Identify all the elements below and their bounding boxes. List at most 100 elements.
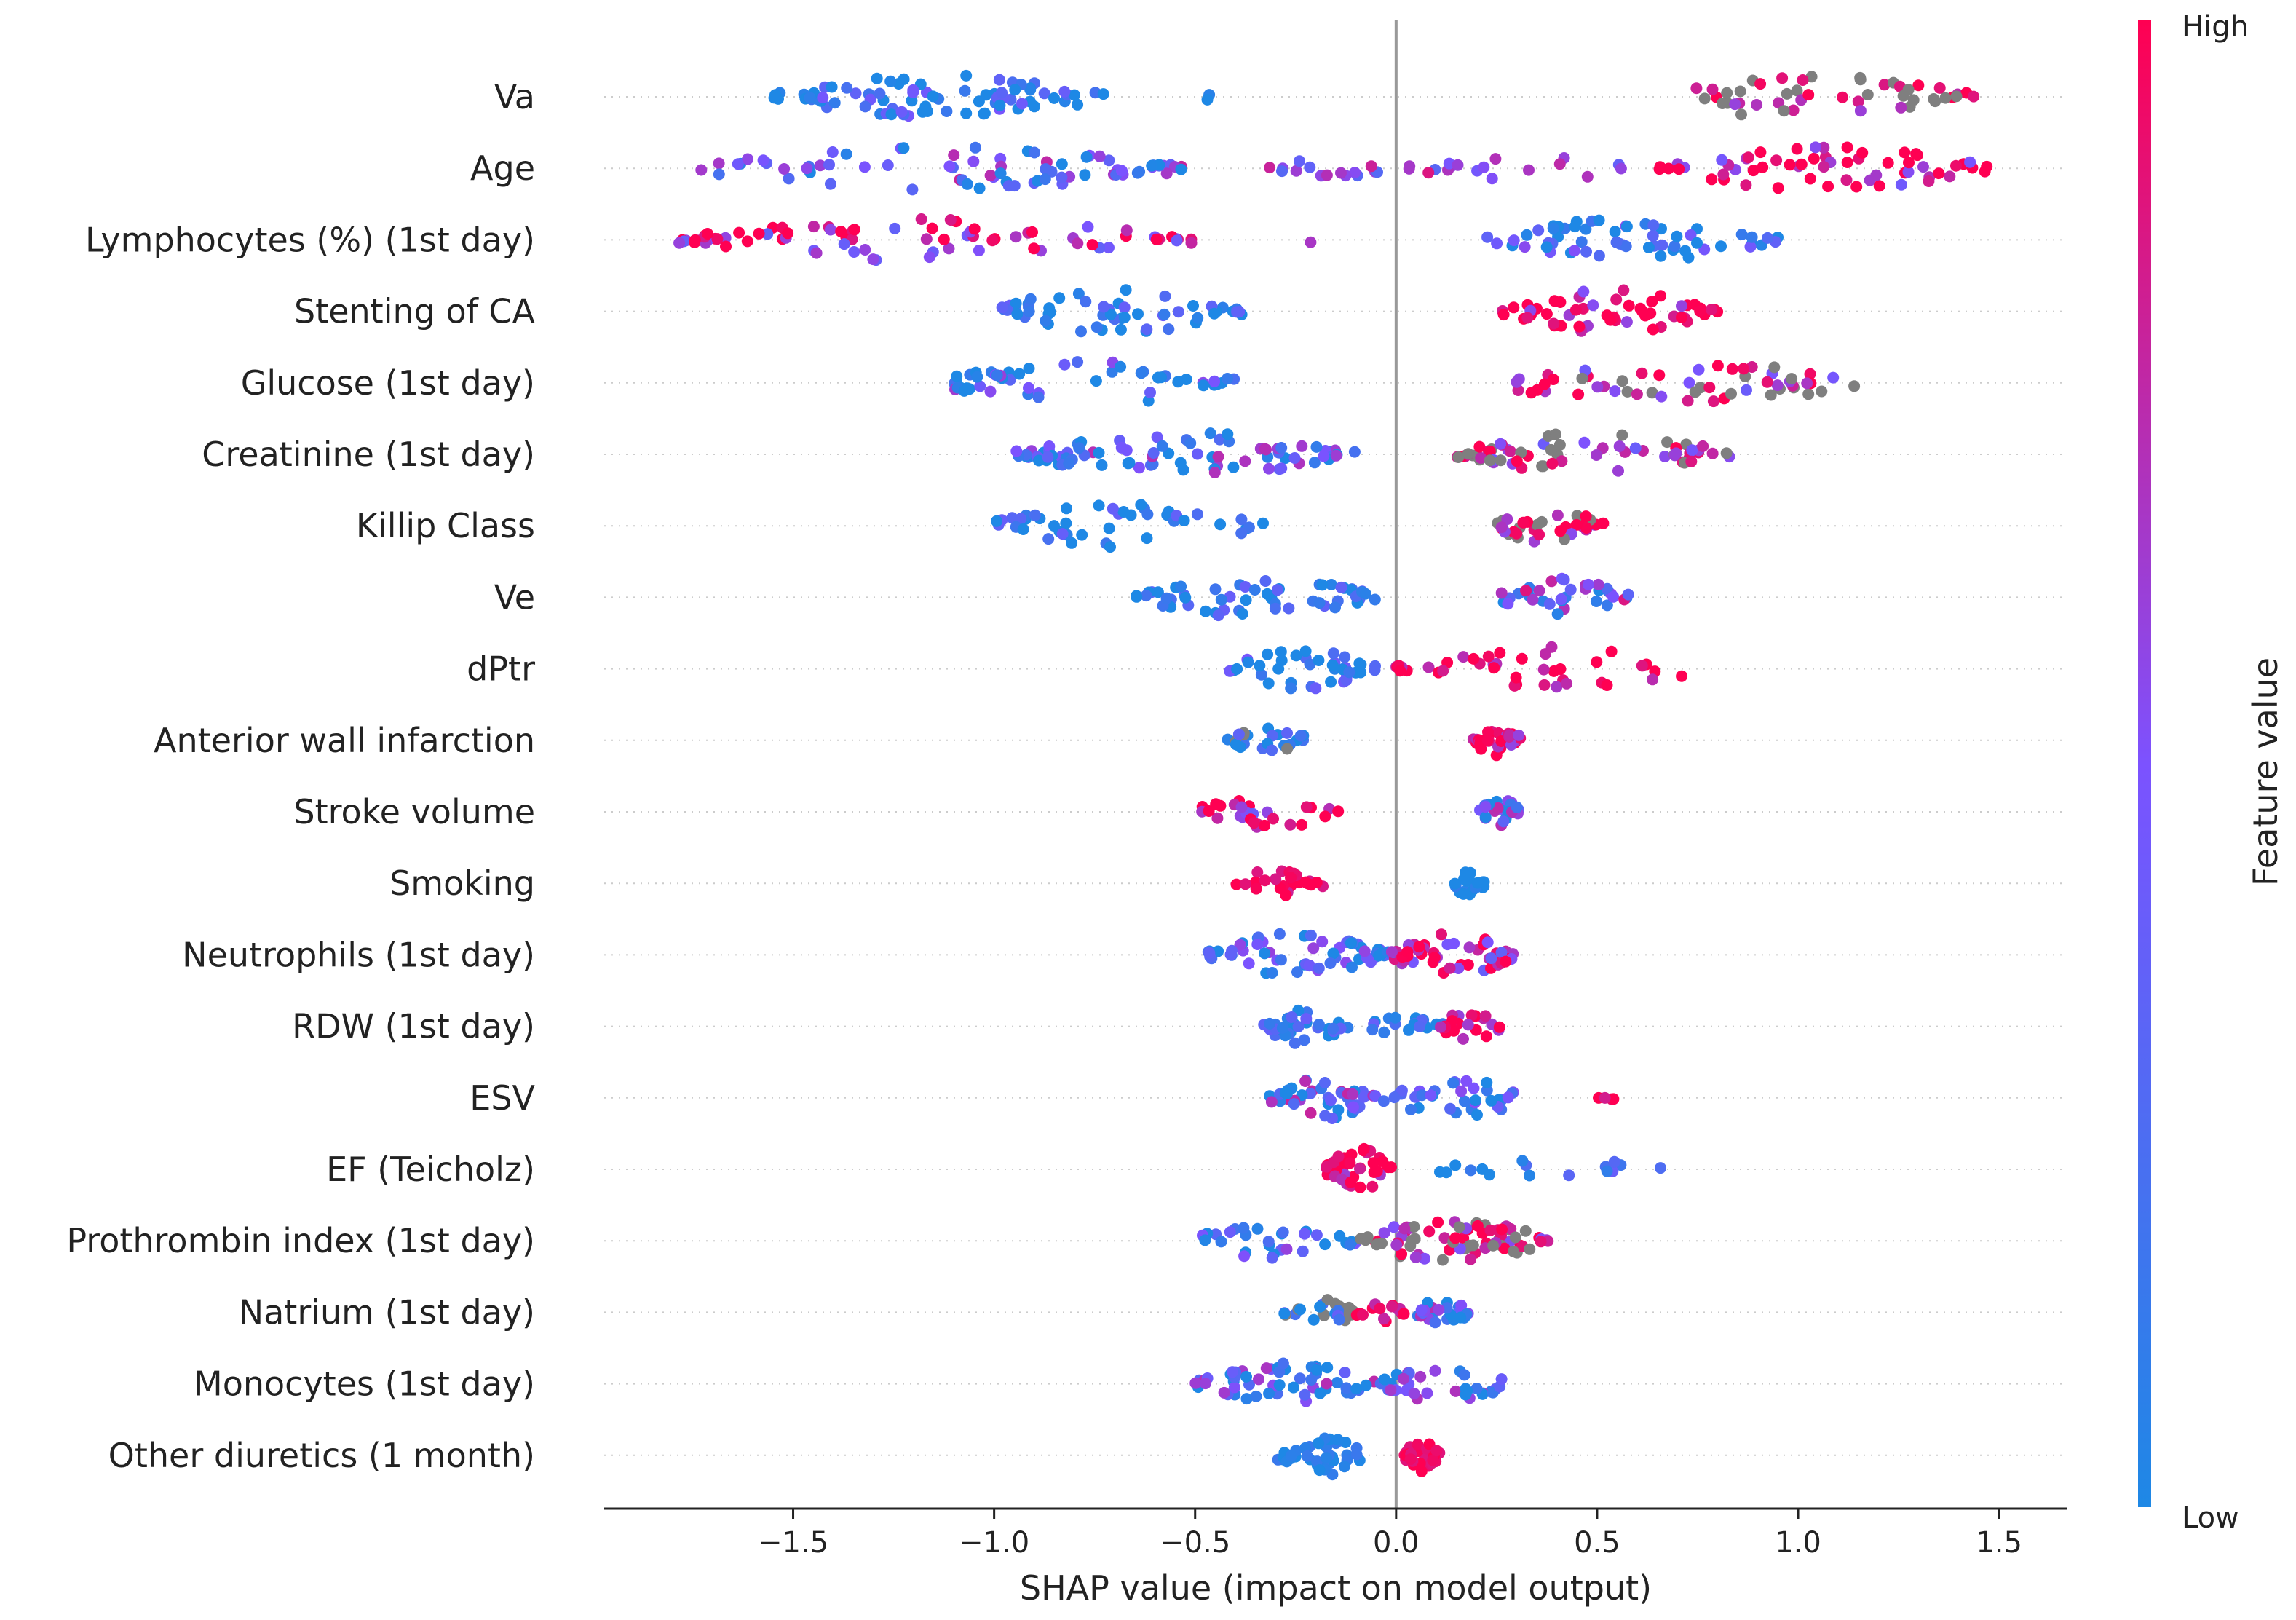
- shap-point: [1487, 1239, 1500, 1252]
- shap-point: [1313, 597, 1326, 609]
- shap-point: [1513, 729, 1525, 741]
- shap-point: [1009, 84, 1021, 96]
- shap-point: [1706, 173, 1718, 186]
- shap-point: [1326, 659, 1339, 671]
- shap-point: [1313, 655, 1325, 666]
- shap-point: [1232, 728, 1245, 740]
- shap-point: [1449, 1232, 1462, 1244]
- shap-point: [1040, 315, 1052, 327]
- shap-point: [1222, 428, 1234, 440]
- shap-point: [1533, 585, 1545, 597]
- shap-point: [1305, 929, 1317, 941]
- shap-point: [1311, 1455, 1323, 1468]
- feature-label: Age: [470, 149, 535, 188]
- shap-point: [1481, 734, 1494, 746]
- shap-point: [1285, 872, 1297, 884]
- shap-point: [1331, 1434, 1344, 1446]
- shap-point: [1707, 395, 1719, 408]
- shap-point: [1532, 224, 1545, 237]
- shap-point: [1802, 388, 1815, 400]
- shap-point: [1032, 391, 1045, 403]
- shap-point: [1801, 377, 1813, 390]
- shap-point: [1325, 579, 1337, 590]
- shap-point: [1621, 385, 1634, 398]
- shap-point: [1581, 170, 1594, 183]
- shap-point: [1215, 1236, 1227, 1248]
- shap-point: [1371, 1165, 1383, 1177]
- shap-point: [826, 81, 838, 93]
- shap-point: [1944, 170, 1956, 183]
- shap-point: [1479, 1010, 1492, 1022]
- shap-point: [1103, 522, 1115, 534]
- shap-point: [1310, 682, 1322, 695]
- shap-point: [1259, 819, 1271, 831]
- shap-point: [1385, 946, 1398, 958]
- shap-point: [1504, 445, 1516, 457]
- shap-point: [1061, 502, 1072, 515]
- shap-point: [1468, 652, 1480, 665]
- shap-point: [720, 240, 732, 253]
- shap-point: [1304, 658, 1316, 671]
- shap-point: [1706, 83, 1719, 95]
- shap-point: [1316, 936, 1329, 948]
- shap-point: [1457, 1032, 1469, 1045]
- shap-point: [1508, 301, 1520, 314]
- shap-point: [757, 154, 769, 167]
- shap-point: [1208, 307, 1220, 320]
- feature-label: Anterior wall infarction: [154, 721, 535, 760]
- shap-point: [1597, 517, 1610, 529]
- shap-point: [1468, 1082, 1480, 1094]
- shap-point: [1491, 237, 1503, 250]
- shap-point: [1308, 457, 1321, 469]
- shap-point: [1239, 878, 1251, 890]
- shap-point: [969, 141, 981, 154]
- shap-point: [1338, 1461, 1350, 1473]
- shap-point: [1548, 317, 1560, 330]
- shap-point: [1385, 1384, 1397, 1396]
- shap-point: [1327, 647, 1339, 660]
- shap-point: [1371, 1238, 1383, 1251]
- shap-point: [1226, 1366, 1238, 1378]
- shap-point: [984, 385, 997, 398]
- shap-point: [1310, 1364, 1323, 1376]
- shap-point: [1613, 440, 1626, 452]
- shap-point: [1791, 84, 1803, 97]
- shap-point: [1243, 957, 1255, 970]
- shap-point: [1294, 1303, 1306, 1316]
- shap-point: [1784, 159, 1796, 171]
- shap-point: [1827, 371, 1840, 384]
- shap-point: [761, 228, 774, 240]
- shap-point: [1856, 146, 1869, 159]
- shap-point: [1294, 730, 1307, 742]
- shap-point: [1280, 1243, 1293, 1255]
- x-tick-label: −1.0: [959, 1526, 1029, 1560]
- shap-point: [1725, 387, 1737, 400]
- shap-point: [1818, 141, 1830, 154]
- shap-point: [1140, 590, 1152, 602]
- feature-label: Va: [494, 77, 535, 116]
- shap-point: [1310, 877, 1323, 888]
- shap-point: [1248, 817, 1260, 829]
- feature-label: dPtr: [467, 649, 535, 689]
- shap-point: [1502, 1091, 1514, 1104]
- shap-point: [1231, 663, 1243, 675]
- shap-point: [1056, 528, 1069, 540]
- shap-point: [1321, 169, 1333, 181]
- shap-point: [943, 160, 956, 173]
- shap-point: [1319, 1110, 1331, 1122]
- shap-point: [1706, 447, 1719, 459]
- shap-point: [1502, 598, 1514, 610]
- shap-point: [1422, 167, 1435, 179]
- feature-label: Stroke volume: [293, 792, 535, 831]
- shap-point: [1903, 157, 1915, 169]
- shap-point: [1336, 1173, 1348, 1185]
- shap-point: [1288, 1098, 1300, 1110]
- shap-point: [1547, 374, 1559, 385]
- shap-point: [1378, 1027, 1390, 1038]
- shap-point: [1609, 226, 1621, 238]
- shap-point: [1418, 1252, 1430, 1265]
- shap-point: [1486, 173, 1498, 185]
- shap-point: [1902, 166, 1915, 178]
- shap-point: [1214, 518, 1227, 531]
- feature-label: Monocytes (1st day): [194, 1364, 535, 1404]
